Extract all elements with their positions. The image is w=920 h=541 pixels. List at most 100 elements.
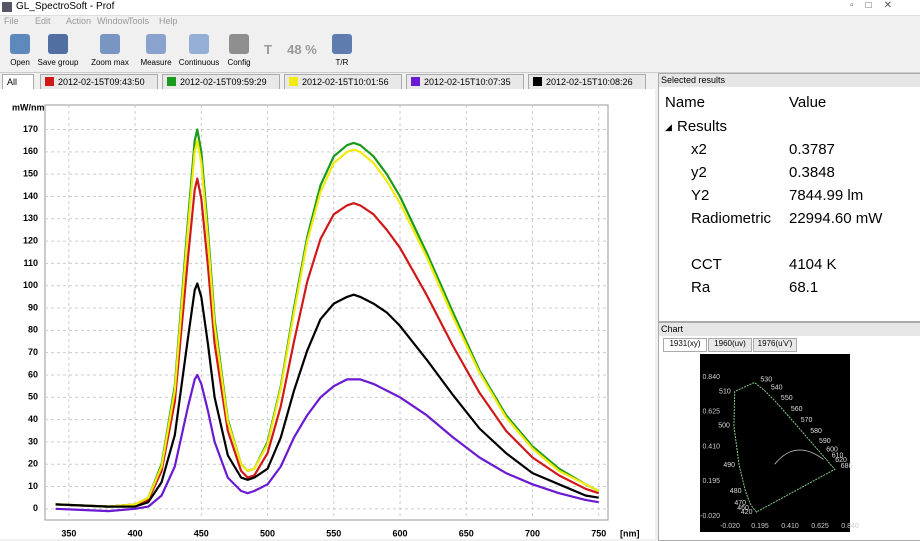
- result-name: Ra: [691, 279, 711, 296]
- cie-tab[interactable]: 1976(u'v'): [753, 338, 797, 352]
- planckian-locus: [774, 449, 824, 465]
- toolbar-icon[interactable]: [10, 34, 30, 54]
- toolbar-icon[interactable]: [189, 34, 209, 54]
- window-controls[interactable]: ▫□✕: [850, 0, 904, 11]
- cie-tab[interactable]: 1960(uv): [708, 338, 752, 352]
- toolbar-icon[interactable]: [332, 34, 352, 54]
- toolbar-label[interactable]: 48 %: [287, 42, 317, 57]
- toolbar: Open Save group Zoom max Measure Continuous C…: [0, 30, 920, 73]
- toolbar-icon[interactable]: [100, 34, 120, 54]
- tab-label[interactable]: 2012-02-15T09:43:50: [58, 77, 145, 87]
- tab[interactable]: 2012-02-15T09:43:50: [40, 74, 158, 90]
- cie-x-tick-label: 0.410: [781, 523, 799, 530]
- spectrum-chart: 0 10 20 30 40 50 60 70 80 90 100 110 120 130 140 150 160…: [0, 89, 655, 539]
- tab[interactable]: 2012-02-15T10:08:26: [528, 74, 646, 90]
- toolbar-label[interactable]: Measure: [140, 58, 172, 67]
- cie-locus-label: 420: [741, 509, 753, 516]
- cie-y-tick-label: -0.020: [700, 513, 720, 520]
- column-header: Value: [789, 94, 827, 111]
- y-tick-label: 120: [23, 235, 38, 245]
- toolbar-label[interactable]: T/R: [335, 58, 349, 67]
- tab[interactable]: 2012-02-15T10:01:56: [284, 74, 402, 90]
- x-tick-label: 350: [61, 528, 76, 538]
- title-bar: GL_SpectroSoft - Prof ▫□✕: [0, 0, 920, 16]
- x-tick-label: 400: [128, 528, 143, 538]
- menu-item[interactable]: Tools: [128, 16, 150, 26]
- toolbar-icon[interactable]: [48, 34, 68, 54]
- result-name: Y2: [691, 187, 710, 204]
- cie-x-tick-label: 0.840: [841, 523, 859, 530]
- tab-color: [45, 77, 54, 86]
- column-header: Name: [665, 94, 706, 111]
- cie-y-tick-label: 0.625: [702, 409, 720, 416]
- cie-locus-label: 570: [801, 417, 813, 424]
- menu-item[interactable]: File: [4, 16, 19, 26]
- app-icon: [2, 2, 12, 12]
- result-value: 68.1: [789, 279, 819, 296]
- y-tick-label: 20: [28, 459, 38, 469]
- tab-label[interactable]: 2012-02-15T10:07:35: [424, 77, 511, 87]
- cie-locus-label: 530: [760, 376, 772, 383]
- cie-diagram: -0.020 0.195 0.410 0.625 0.840 0.840 0.625 0.41…: [700, 354, 859, 532]
- cie-tab[interactable]: 1931(xy): [663, 338, 707, 352]
- group-arrow[interactable]: ◢: [665, 122, 672, 132]
- cie-locus-label: 540: [771, 385, 783, 392]
- x-tick-label: 750: [591, 528, 606, 538]
- spectral-locus: [733, 381, 836, 514]
- y-tick-label: 60: [28, 369, 38, 379]
- cie-x-tick-label: -0.020: [720, 523, 740, 530]
- cie-locus-label: 620: [835, 457, 847, 464]
- tab-label[interactable]: 2012-02-15T09:59:29: [180, 77, 267, 87]
- y-tick-label: 170: [23, 124, 38, 134]
- toolbar-label[interactable]: Open: [10, 58, 30, 67]
- tab-label[interactable]: 2012-02-15T10:08:26: [546, 77, 633, 87]
- toolbar-icon[interactable]: [229, 34, 249, 54]
- result-name: x2: [691, 141, 707, 158]
- series-line: [55, 139, 600, 508]
- y-tick-label: 140: [23, 191, 38, 201]
- toolbar-label[interactable]: Continuous: [178, 58, 220, 67]
- series-line: [55, 373, 599, 513]
- tab[interactable]: 2012-02-15T09:59:29: [162, 74, 280, 90]
- panel-title: Chart: [659, 323, 920, 336]
- cie-locus-label: 680: [841, 463, 853, 470]
- tab-color: [289, 77, 298, 86]
- toolbar-label[interactable]: Config: [227, 58, 251, 67]
- tab[interactable]: 2012-02-15T10:07:35: [406, 74, 524, 90]
- result-value: 22994.60 mW: [789, 210, 883, 227]
- y-tick-label: 30: [28, 436, 38, 446]
- x-tick-label: 550: [326, 528, 341, 538]
- toolbar-label[interactable]: Save group: [37, 58, 79, 67]
- menu-item[interactable]: Action: [66, 16, 92, 26]
- toolbar-icon[interactable]: [146, 34, 166, 54]
- x-tick-label: 450: [194, 528, 209, 538]
- results-table: Name Value ◢ Results x2 0.3787 y2 0.3848 Y2 7844.…: [659, 88, 920, 320]
- toolbar-label[interactable]: Zoom max: [91, 58, 129, 67]
- y-tick-label: 150: [23, 169, 38, 179]
- menu-item[interactable]: Window: [97, 16, 130, 26]
- y-tick-label: 100: [23, 280, 38, 290]
- x-tick-label: 650: [459, 528, 474, 538]
- result-value: 4104 K: [789, 256, 837, 273]
- x-tick-label: 600: [393, 528, 408, 538]
- y-axis-label: mW/nm: [12, 102, 45, 112]
- cie-locus-label: 470: [734, 500, 746, 507]
- y-tick-label: 160: [23, 146, 38, 156]
- cie-locus-label: 480: [730, 488, 742, 495]
- tab-color: [167, 77, 176, 86]
- toolbar-label[interactable]: T: [264, 42, 272, 57]
- y-tick-label: 50: [28, 392, 38, 402]
- y-tick-label: 110: [23, 258, 38, 268]
- cie-x-tick-label: 0.625: [811, 523, 829, 530]
- menu-item[interactable]: Edit: [35, 16, 51, 26]
- cie-locus-label: 580: [810, 428, 822, 435]
- tab[interactable]: All: [2, 74, 35, 90]
- y-tick-label: 70: [28, 347, 38, 357]
- series-line: [55, 177, 600, 508]
- tab-color: [533, 77, 542, 86]
- cie-locus-label: 600: [826, 446, 838, 453]
- menu-item[interactable]: Help: [159, 16, 178, 26]
- tab-label[interactable]: 2012-02-15T10:01:56: [302, 77, 389, 87]
- x-axis-label: [nm]: [620, 528, 640, 538]
- series-line: [55, 282, 599, 508]
